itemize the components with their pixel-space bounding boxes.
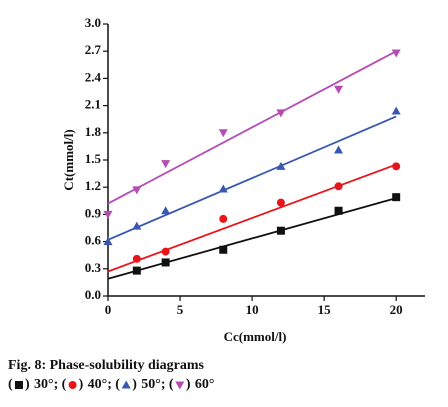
fit-line [107, 50, 397, 205]
x-tick-label: 20 [390, 302, 403, 317]
legend-marker [15, 381, 23, 389]
marker [219, 214, 228, 223]
marker [334, 206, 343, 215]
y-tick-label: 2.1 [85, 97, 101, 112]
marker [276, 226, 285, 235]
legend-marker [68, 381, 77, 389]
legend-label: 50° [141, 377, 161, 392]
x-axis-label: Cc(mmol/l) [224, 329, 287, 344]
legend-paren: ) [132, 377, 137, 392]
marker [276, 198, 285, 207]
legend-sep: ; [54, 377, 59, 392]
caption: Fig. 8: Phase-solubility diagrams [8, 358, 205, 373]
marker [161, 247, 170, 256]
legend-paren: ( [169, 377, 174, 392]
legend-marker [121, 380, 131, 389]
x-tick-label: 15 [318, 302, 332, 317]
marker [103, 210, 113, 219]
legend-sep: ; [161, 377, 166, 392]
legend-marker [175, 381, 185, 390]
fit-line [107, 197, 397, 280]
marker [391, 49, 401, 58]
legend-paren: ) [25, 377, 30, 392]
marker [334, 182, 343, 191]
y-tick-label: 0.6 [85, 233, 102, 248]
y-tick-label: 2.4 [85, 69, 102, 84]
marker [276, 161, 286, 170]
y-tick-label: 1.8 [85, 124, 102, 139]
y-tick-label: 1.2 [85, 178, 101, 193]
legend-paren: ) [79, 377, 84, 392]
y-tick-label: 3.0 [85, 15, 101, 30]
legend-label: 30° [34, 377, 54, 392]
marker [132, 186, 142, 195]
marker [334, 85, 344, 94]
marker [132, 266, 141, 275]
marker [161, 160, 171, 169]
fit-line [107, 115, 397, 241]
marker [392, 193, 401, 202]
marker [391, 106, 401, 115]
marker [132, 254, 141, 263]
x-tick-label: 0 [105, 302, 112, 317]
legend-paren: ( [115, 377, 120, 392]
legend-sep: ; [107, 377, 112, 392]
marker [276, 109, 286, 118]
legend-label: 60° [195, 377, 215, 392]
legend-paren: ) [186, 377, 191, 392]
marker [218, 184, 228, 193]
marker [218, 129, 228, 138]
marker [103, 237, 113, 246]
legend-paren: ( [62, 377, 67, 392]
y-tick-label: 1.5 [85, 151, 102, 166]
y-tick-label: 0.3 [85, 260, 102, 275]
x-tick-label: 10 [246, 302, 259, 317]
y-axis-label: Ct(mmol/l) [61, 129, 76, 190]
fit-line [107, 163, 397, 273]
marker [219, 245, 228, 254]
y-tick-label: 2.7 [85, 42, 102, 57]
marker [161, 258, 170, 267]
marker [161, 206, 171, 215]
marker [132, 221, 142, 230]
y-tick-label: 0.9 [85, 205, 102, 220]
marker [392, 162, 401, 171]
legend-paren: ( [8, 377, 13, 392]
x-tick-label: 5 [177, 302, 184, 317]
legend-label: 40° [88, 377, 108, 392]
marker [334, 145, 344, 154]
y-tick-label: 0.0 [85, 287, 101, 302]
